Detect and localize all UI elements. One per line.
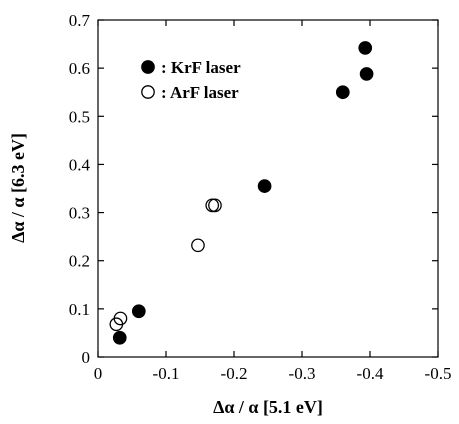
arf-data-point: [205, 198, 220, 213]
krf-data-point: [359, 67, 374, 81]
y-tick-label: 0.2: [69, 252, 90, 271]
x-tick-label: -0.2: [221, 364, 248, 383]
krf-data-point: [358, 41, 373, 55]
krf-data-point: [335, 85, 350, 100]
krf-data-point: [131, 304, 146, 319]
krf-data-point: [257, 179, 272, 193]
x-tick-label: 0: [94, 364, 103, 383]
plot-frame: [97, 19, 439, 358]
x-tick-label: -0.4: [357, 364, 384, 383]
y-tick-label: 0.3: [69, 204, 90, 223]
legend-marker-arf: [141, 85, 155, 99]
arf-data-point: [191, 238, 205, 253]
y-tick-label: 0.1: [69, 300, 90, 319]
legend: : KrF laser : ArF laser: [141, 58, 241, 102]
x-axis-title: Δα / α [5.1 eV]: [213, 397, 323, 417]
x-tick-label: -0.3: [289, 364, 316, 383]
legend-label-krf: : KrF laser: [161, 58, 241, 77]
ticks-layer: 0 -0.1 -0.2 -0.3 -0.4 -0.5 0 0.1 0.2 0.3 0.4 0.5 0.6…: [69, 11, 452, 383]
x-tick-label: -0.5: [425, 364, 452, 383]
arf-data-point: [208, 198, 222, 213]
x-tick-label: -0.1: [153, 364, 180, 383]
arf-data-point: [113, 311, 128, 326]
points-layer: [109, 41, 374, 345]
y-tick-label: 0.7: [69, 11, 91, 30]
y-tick-label: 0.5: [69, 107, 90, 126]
y-tick-label: 0: [82, 348, 91, 367]
legend-marker-krf: [141, 60, 155, 74]
y-tick-label: 0.4: [69, 155, 91, 174]
krf-data-point: [112, 330, 127, 345]
legend-label-arf: : ArF laser: [161, 83, 239, 102]
y-tick-label: 0.6: [69, 59, 90, 78]
y-axis-title: Δα / α [6.3 eV]: [8, 133, 28, 243]
